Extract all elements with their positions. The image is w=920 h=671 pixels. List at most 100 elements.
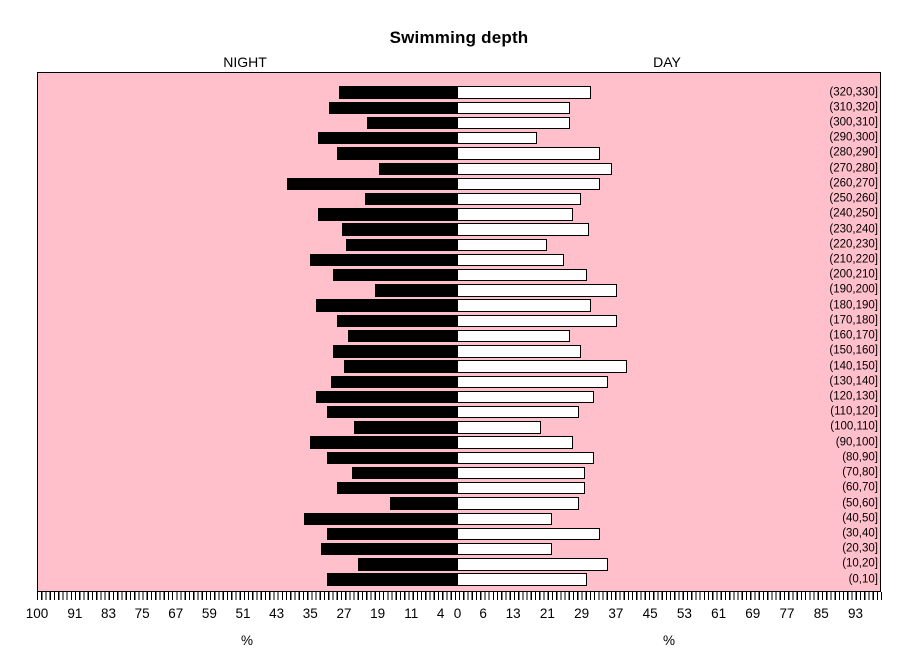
night-bar [286, 177, 457, 191]
day-bar [457, 360, 628, 373]
night-bar [341, 223, 457, 236]
day-bar [457, 436, 573, 449]
day-bar [457, 253, 565, 267]
day-bar [457, 466, 586, 480]
depth-row: (0,10] [38, 572, 880, 587]
depth-row: (240,250] [38, 207, 880, 222]
depth-bin-label: (160,170] [829, 329, 878, 342]
night-bar [333, 345, 457, 358]
depth-row: (220,230] [38, 237, 880, 252]
depth-row: (310,320] [38, 100, 880, 115]
night-bar [364, 192, 457, 206]
day-bar [457, 512, 552, 525]
day-bar [457, 573, 588, 586]
depth-row: (90,100] [38, 435, 880, 450]
day-bar [457, 497, 579, 510]
depth-bin-label: (20,30] [842, 542, 878, 555]
night-bar [337, 314, 457, 328]
depth-bin-label: (60,70] [842, 481, 878, 494]
depth-row: (210,220] [38, 252, 880, 267]
x-tick-label: 11 [404, 606, 419, 621]
night-bar [352, 466, 457, 480]
night-bar [337, 147, 457, 160]
depth-row: (180,190] [38, 298, 880, 313]
depth-row: (80,90] [38, 450, 880, 465]
depth-row: (10,20] [38, 557, 880, 572]
depth-bin-label: (240,250] [829, 207, 878, 220]
chart-title: Swimming depth [389, 28, 529, 47]
night-bar [316, 299, 457, 312]
night-bar [303, 512, 457, 525]
depth-row: (290,300] [38, 131, 880, 146]
depth-row: (270,280] [38, 161, 880, 176]
x-tick-label: 77 [779, 606, 795, 621]
x-tick-label: 27 [336, 606, 352, 621]
depth-row: (50,60] [38, 496, 880, 511]
day-bar [457, 314, 617, 328]
depth-row: (150,160] [38, 344, 880, 359]
day-bar [457, 390, 594, 404]
x-tick-label: 21 [539, 606, 555, 621]
night-bar [320, 542, 457, 556]
x-tick-label: 4 [436, 606, 445, 621]
night-bar [354, 421, 457, 434]
plot-area: (320,330] (310,320] (300,310] (290,300] (280… [37, 72, 881, 592]
x-tick-label: 100 [25, 606, 49, 621]
depth-row: (170,180] [38, 313, 880, 328]
x-tick-label: 6 [479, 606, 487, 621]
depth-row: (30,40] [38, 526, 880, 541]
x-tick-label: 43 [269, 606, 285, 621]
depth-bin-label: (30,40] [842, 527, 878, 540]
x-tick-label: 53 [676, 606, 692, 621]
depth-bin-label: (270,280] [829, 161, 878, 174]
depth-bin-label: (180,190] [829, 298, 878, 311]
day-column-header: DAY [653, 54, 681, 70]
depth-row: (20,30] [38, 542, 880, 557]
night-bar [339, 86, 457, 99]
depth-bin-label: (200,210] [829, 268, 878, 281]
depth-row: (320,330] [38, 85, 880, 100]
depth-row: (200,210] [38, 268, 880, 283]
day-bar [457, 558, 609, 571]
day-bar [457, 329, 571, 343]
x-tick-label: 83 [100, 606, 116, 621]
night-bar [316, 390, 457, 404]
night-bar [331, 375, 457, 388]
depth-bin-label: (210,220] [829, 253, 878, 266]
night-bar [358, 558, 457, 571]
x-tick-label: 29 [574, 606, 590, 621]
depth-bin-label: (230,240] [829, 222, 878, 235]
depth-bin-label: (320,330] [829, 85, 878, 98]
depth-row: (260,270] [38, 176, 880, 191]
depth-row: (60,70] [38, 481, 880, 496]
x-tick-label: 85 [813, 606, 829, 621]
x-tick-label: 59 [201, 606, 217, 621]
depth-row: (70,80] [38, 465, 880, 480]
depth-bin-label: (310,320] [829, 101, 878, 114]
depth-row: (140,150] [38, 359, 880, 374]
depth-row: (40,50] [38, 511, 880, 526]
day-bar [457, 208, 573, 221]
day-bar [457, 406, 579, 419]
bar-rows-container: (320,330] (310,320] (300,310] (290,300] (280… [38, 73, 880, 591]
depth-bin-label: (280,290] [829, 146, 878, 159]
x-tick-label: 67 [168, 606, 184, 621]
night-bar [326, 406, 457, 419]
depth-bin-label: (0,10] [848, 572, 878, 585]
x-axis-title-right: % [662, 633, 676, 648]
night-bar [310, 253, 457, 267]
x-tick-label: 61 [711, 606, 727, 621]
depth-row: (190,200] [38, 283, 880, 298]
night-bar [310, 436, 457, 449]
day-bar [457, 421, 541, 434]
x-axis-title-left: % [240, 633, 254, 648]
x-tick-label: 91 [67, 606, 83, 621]
x-axis-minor-ticks [37, 592, 882, 600]
night-bar [389, 497, 457, 510]
day-bar [457, 162, 613, 175]
depth-bin-label: (50,60] [842, 496, 878, 509]
depth-row: (300,310] [38, 115, 880, 130]
depth-row: (160,170] [38, 329, 880, 344]
x-tick-label: 19 [370, 606, 386, 621]
day-bar [457, 101, 571, 115]
